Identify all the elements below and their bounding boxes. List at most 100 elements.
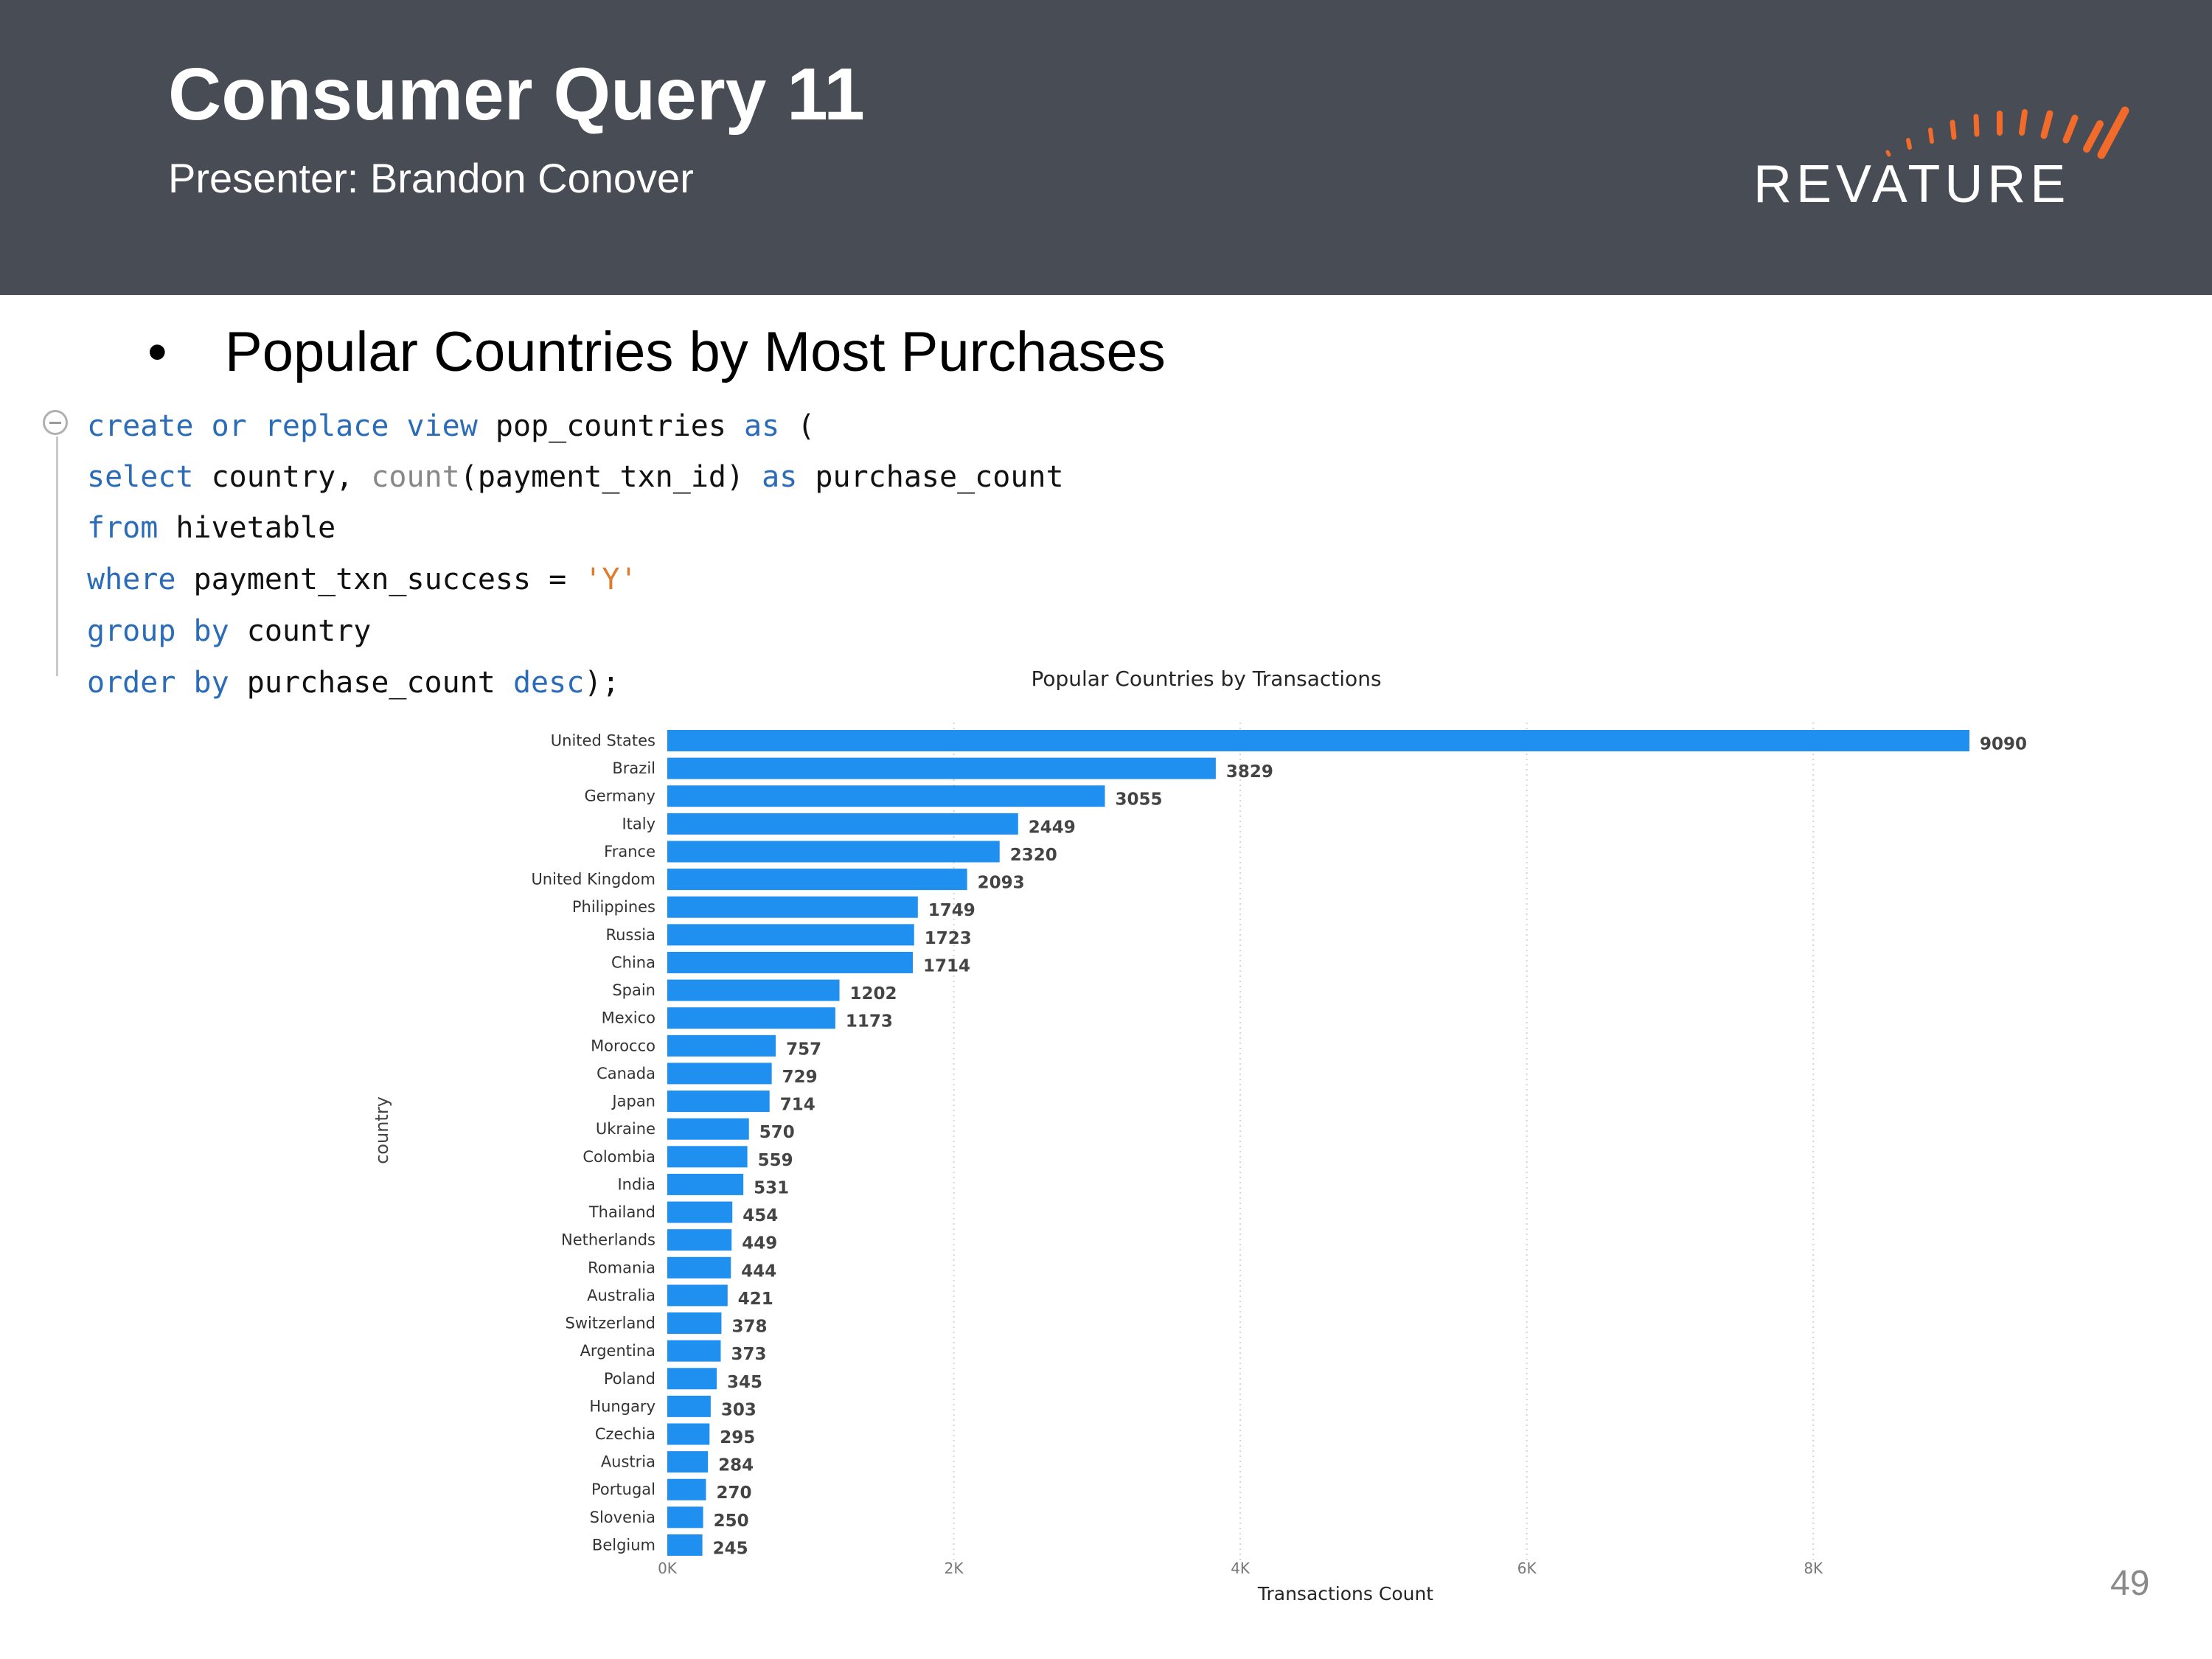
data-label: 531 (754, 1178, 789, 1197)
bar (667, 1146, 748, 1168)
code-token: pop_countries (477, 409, 745, 443)
code-token: ( (779, 409, 815, 443)
code-line: where payment_txn_success = 'Y' (87, 565, 638, 594)
x-tick-label: 4K (1231, 1559, 1251, 1577)
slide-title: Consumer Query 11 (168, 53, 865, 136)
x-tick-label: 6K (1517, 1559, 1537, 1577)
code-line: order by purchase_count desc); (87, 668, 619, 698)
bar (667, 1229, 732, 1251)
code-token: as (744, 409, 780, 443)
data-label: 2320 (1010, 846, 1057, 865)
chart-title: Popular Countries by Transactions (1031, 667, 1381, 691)
code-token: select (87, 460, 194, 494)
slide-header (0, 0, 2212, 295)
data-label: 454 (742, 1206, 778, 1225)
code-token: ); (584, 666, 620, 700)
code-fold-guide (56, 437, 58, 676)
y-tick-label: Slovenia (590, 1509, 655, 1526)
data-label: 1723 (925, 929, 972, 948)
bar (667, 730, 1969, 751)
bar (667, 896, 918, 918)
code-token: payment_txn_success = (175, 563, 585, 597)
data-label: 303 (721, 1400, 757, 1419)
data-label: 559 (758, 1151, 793, 1170)
y-tick-label: Hungary (589, 1397, 655, 1415)
data-label: 3055 (1116, 790, 1163, 810)
bar (667, 1478, 706, 1500)
code-token: order by (87, 666, 229, 700)
data-label: 729 (782, 1068, 818, 1087)
code-line: create or replace view pop_countries as … (87, 411, 815, 441)
code-token: 'Y' (584, 563, 638, 597)
data-label: 295 (720, 1428, 755, 1447)
data-label: 570 (759, 1123, 795, 1142)
bar (667, 1201, 733, 1223)
code-token: where (87, 563, 176, 597)
code-token: count (371, 460, 460, 494)
data-label: 757 (786, 1040, 821, 1059)
code-token: purchase_count (797, 460, 1064, 494)
data-label: 1173 (846, 1012, 893, 1032)
y-tick-label: Colombia (582, 1148, 655, 1166)
data-label: 270 (716, 1484, 751, 1503)
code-token: country, (193, 460, 372, 494)
data-label: 3829 (1226, 762, 1273, 782)
bar (667, 1118, 749, 1140)
code-fold-icon[interactable] (43, 410, 68, 435)
x-tick-label: 0K (658, 1559, 678, 1577)
data-label: 449 (742, 1234, 777, 1253)
y-tick-label: Switzerland (566, 1315, 656, 1332)
y-tick-label: Romania (588, 1259, 655, 1276)
bar (667, 841, 1000, 863)
bar (667, 924, 914, 946)
bar (667, 757, 1216, 779)
page-number: 49 (2110, 1564, 2150, 1603)
y-tick-label: China (611, 953, 655, 971)
y-tick-label: Spain (612, 981, 655, 999)
data-label: 1749 (928, 901, 975, 920)
data-label: 9090 (1980, 735, 2027, 754)
bar (667, 813, 1018, 835)
bar (667, 1062, 772, 1085)
bar (667, 1423, 710, 1445)
bar (667, 1284, 728, 1307)
bar (667, 1007, 835, 1029)
y-tick-label: Portugal (591, 1481, 655, 1498)
data-label: 421 (738, 1290, 773, 1309)
data-label: 378 (731, 1318, 767, 1337)
revature-logo-text: REVATURE (1753, 155, 2070, 214)
bar (667, 951, 913, 973)
data-label: 714 (780, 1096, 815, 1115)
y-tick-label: Brazil (612, 759, 655, 777)
data-label: 1202 (850, 984, 897, 1004)
y-tick-label: Australia (587, 1287, 655, 1304)
code-token: purchase_count (229, 666, 513, 700)
code-line: group by country (87, 616, 371, 646)
bar (667, 1506, 703, 1528)
data-label: 1714 (923, 956, 970, 975)
data-label: 2449 (1029, 818, 1076, 837)
y-tick-label: India (617, 1175, 655, 1193)
y-tick-label: Ukraine (596, 1120, 655, 1138)
code-token: create or replace view (87, 409, 478, 443)
bullet-marker: • (147, 321, 167, 383)
code-token: as (762, 460, 798, 494)
x-tick-label: 2K (945, 1559, 964, 1577)
data-label: 284 (718, 1456, 754, 1475)
bar (667, 1395, 711, 1417)
y-tick-label: France (604, 843, 655, 860)
y-tick-label: Canada (597, 1065, 655, 1082)
bar (667, 1534, 703, 1556)
data-label: 250 (714, 1512, 749, 1531)
y-tick-label: Germany (584, 787, 655, 805)
bar (667, 785, 1105, 807)
code-token: hivetable (158, 511, 336, 545)
revature-logo-rays-icon (1885, 106, 2129, 159)
y-tick-label: Japan (611, 1093, 655, 1110)
bar (667, 1034, 776, 1057)
data-label: 444 (741, 1262, 776, 1281)
code-token: (payment_txn_id) (459, 460, 762, 494)
data-label: 373 (731, 1345, 766, 1364)
y-tick-label: Belgium (592, 1536, 655, 1554)
y-tick-label: Russia (605, 926, 655, 944)
